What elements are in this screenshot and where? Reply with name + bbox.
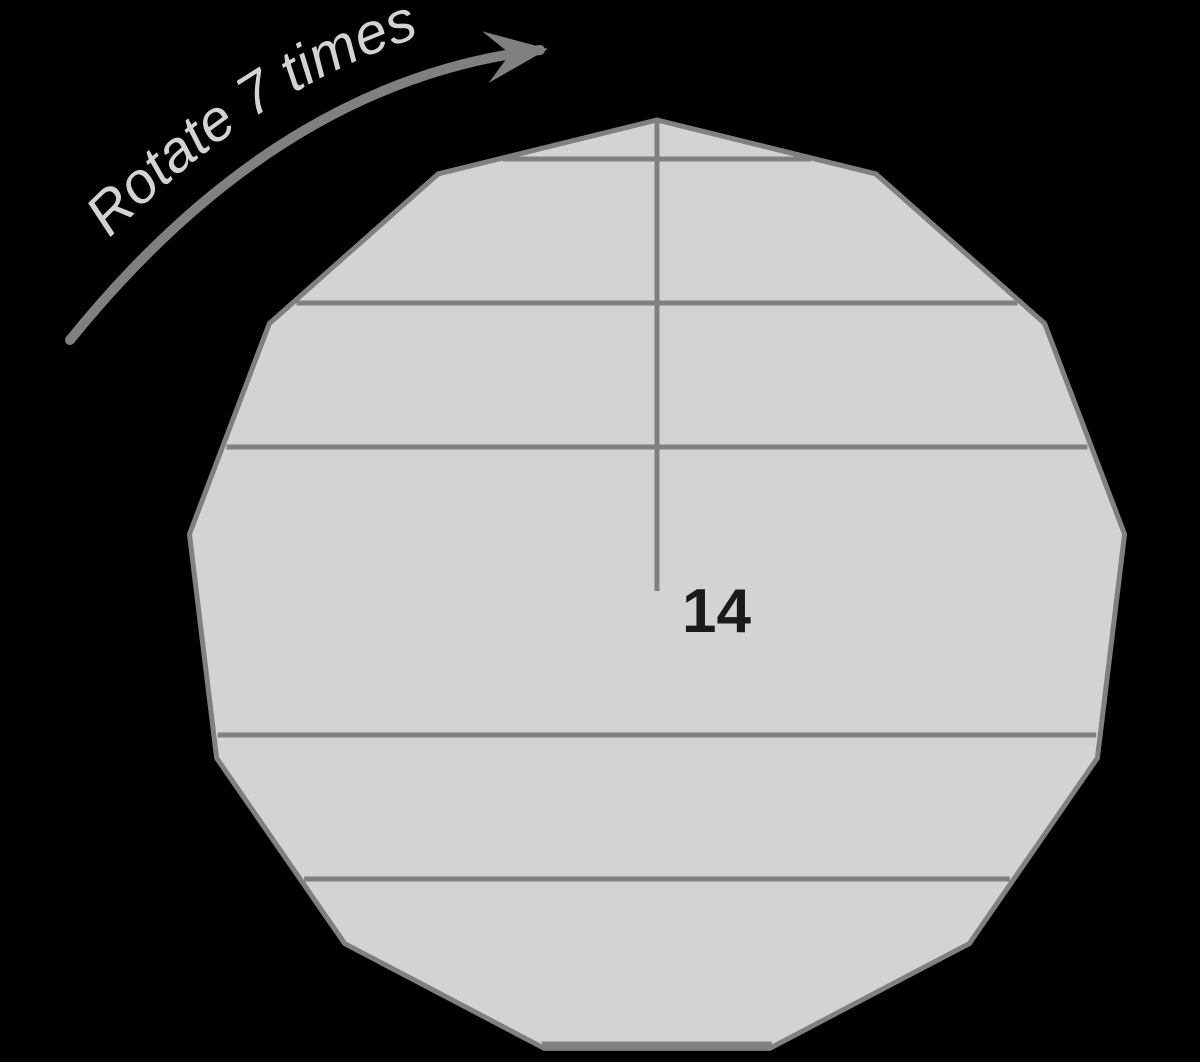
- center-number-label: 14: [682, 577, 751, 646]
